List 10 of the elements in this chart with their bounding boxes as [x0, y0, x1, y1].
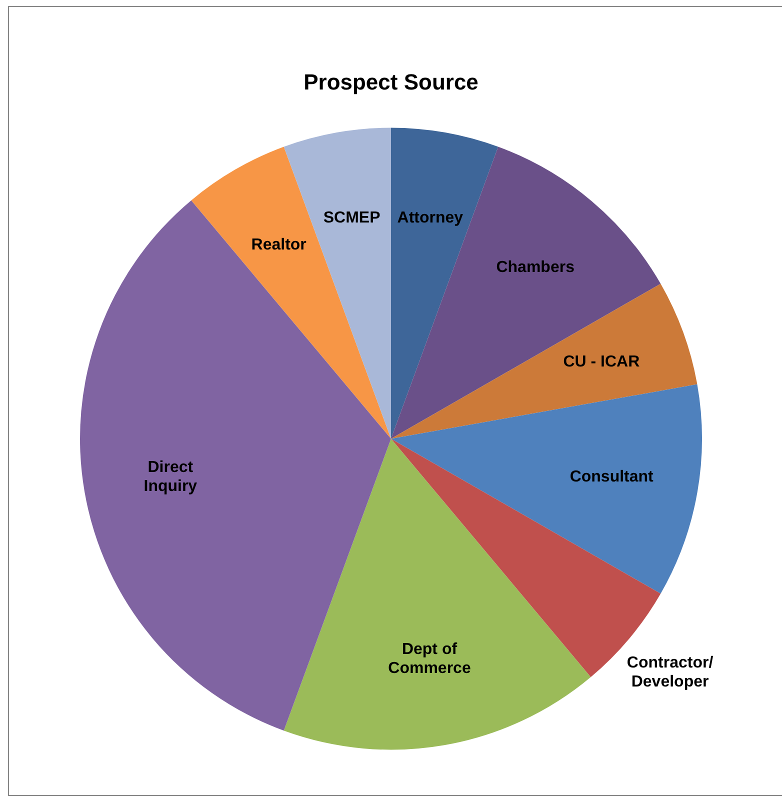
slice-label: Realtor: [251, 236, 306, 254]
slice-label: Contractor/ Developer: [626, 654, 714, 690]
slice-label: Consultant: [570, 468, 654, 486]
chart-title: Prospect Source: [304, 69, 478, 94]
slice-label: SCMEP: [323, 210, 381, 227]
slice-label: Direct Inquiry: [144, 459, 198, 496]
slice-label: Dept of Commerce: [388, 641, 471, 678]
slice-label: Attorney: [397, 210, 464, 227]
slice-label: Chambers: [496, 258, 575, 276]
slice-label: CU - ICAR: [563, 354, 640, 371]
